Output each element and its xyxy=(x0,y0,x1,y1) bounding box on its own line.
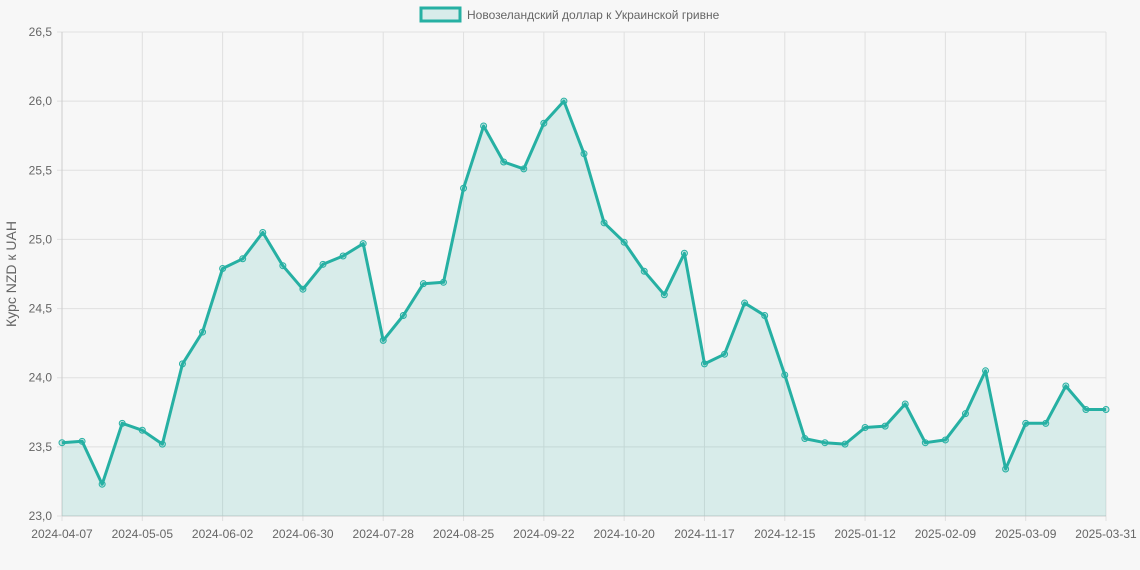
x-tick-label: 2024-11-17 xyxy=(674,527,735,541)
data-point xyxy=(480,122,488,130)
data-point xyxy=(881,422,889,430)
data-point xyxy=(1022,419,1030,427)
data-point xyxy=(460,184,468,192)
y-tick-label: 26,0 xyxy=(29,94,53,108)
y-tick-label: 24,5 xyxy=(29,302,53,316)
data-point xyxy=(741,299,749,307)
y-tick-label: 24,0 xyxy=(29,371,53,385)
legend[interactable]: Новозеландский доллар к Украинской гривн… xyxy=(419,6,720,23)
data-point xyxy=(1042,419,1050,427)
y-tick-label: 25,5 xyxy=(29,163,53,177)
data-point xyxy=(158,440,166,448)
data-point xyxy=(279,262,287,270)
data-point xyxy=(1062,382,1070,390)
data-point xyxy=(239,255,247,263)
data-point xyxy=(138,426,146,434)
x-tick-label: 2024-04-07 xyxy=(31,527,93,541)
data-point xyxy=(219,264,227,272)
data-point xyxy=(841,440,849,448)
y-tick-label: 25,0 xyxy=(29,232,53,246)
x-tick-label: 2025-03-31 xyxy=(1075,527,1137,541)
x-tick-label: 2024-12-15 xyxy=(754,527,816,541)
data-point xyxy=(781,371,789,379)
data-point xyxy=(1002,465,1010,473)
x-tick-label: 2025-01-12 xyxy=(834,527,896,541)
series-fill xyxy=(62,101,1106,516)
data-point xyxy=(801,435,809,443)
data-point xyxy=(520,165,528,173)
x-tick-label: 2025-02-09 xyxy=(915,527,977,541)
legend-label: Новозеландский доллар к Украинской гривн… xyxy=(467,8,720,22)
data-point xyxy=(640,267,648,275)
data-point xyxy=(560,97,568,105)
x-tick-label: 2024-06-30 xyxy=(272,527,334,541)
y-axis: 23,0 23,5 24,0 24,5 25,0 25,5 26,0 26,5 xyxy=(29,25,53,523)
data-point xyxy=(580,150,588,158)
data-point xyxy=(78,437,86,445)
data-point xyxy=(982,367,990,375)
data-point xyxy=(1102,406,1110,414)
data-point xyxy=(901,400,909,408)
data-point xyxy=(58,439,66,447)
data-point xyxy=(339,252,347,260)
data-point xyxy=(319,260,327,268)
x-tick-label: 2024-09-22 xyxy=(513,527,575,541)
data-point xyxy=(299,285,307,293)
data-point xyxy=(680,249,688,257)
legend-swatch xyxy=(419,6,462,23)
series-points xyxy=(58,97,1110,488)
data-point xyxy=(439,278,447,286)
data-point xyxy=(921,439,929,447)
x-tick-label: 2024-07-28 xyxy=(353,527,415,541)
data-point xyxy=(178,360,186,368)
data-point xyxy=(821,439,829,447)
series-line xyxy=(61,99,1106,486)
data-point xyxy=(379,336,387,344)
data-point xyxy=(399,311,407,319)
data-point xyxy=(861,423,869,431)
y-tick-label: 23,5 xyxy=(29,440,53,454)
data-point xyxy=(721,350,729,358)
x-tick-label: 2024-10-20 xyxy=(593,527,655,541)
data-point xyxy=(961,410,969,418)
y-axis-label: Курс NZD к UAH xyxy=(3,221,19,327)
data-point xyxy=(118,419,126,427)
x-tick-label: 2024-08-25 xyxy=(433,527,495,541)
x-tick-label: 2024-05-05 xyxy=(112,527,174,541)
data-point xyxy=(1082,406,1090,414)
data-point xyxy=(540,119,548,127)
data-point xyxy=(941,436,949,444)
data-point xyxy=(419,280,427,288)
data-point xyxy=(700,360,708,368)
x-axis: 2024-04-07 2024-05-05 2024-06-02 2024-06-30… xyxy=(31,527,1137,541)
data-point xyxy=(660,291,668,299)
y-tick-label: 26,5 xyxy=(29,25,53,39)
data-point xyxy=(359,240,367,248)
x-tick-label: 2025-03-09 xyxy=(995,527,1057,541)
data-point xyxy=(620,238,628,246)
data-point xyxy=(259,229,267,237)
x-tick-label: 2024-06-02 xyxy=(192,527,254,541)
data-point xyxy=(199,328,207,336)
grid xyxy=(57,31,1107,521)
data-point xyxy=(500,158,508,166)
series-area xyxy=(61,99,1106,516)
data-point xyxy=(761,311,769,319)
y-tick-label: 23,0 xyxy=(29,509,53,523)
data-point xyxy=(600,219,608,227)
data-point xyxy=(98,480,106,488)
